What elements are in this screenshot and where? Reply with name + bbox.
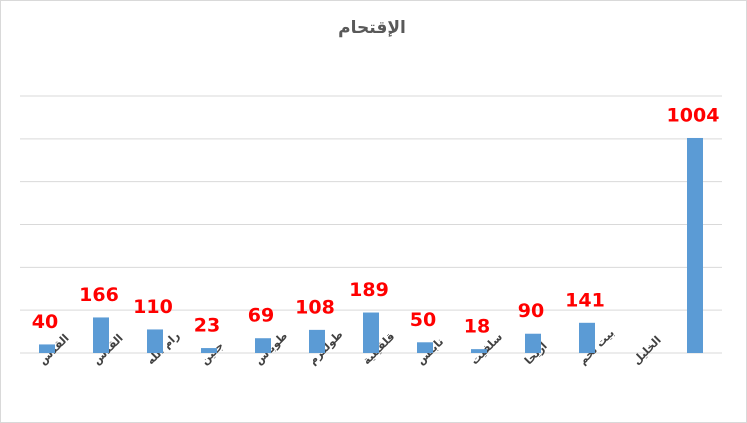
chart-title: الإقتحام xyxy=(338,18,406,38)
bar xyxy=(471,349,487,353)
bar xyxy=(687,137,703,353)
bar xyxy=(579,322,595,353)
data-label: 18 xyxy=(464,316,490,338)
data-label: 69 xyxy=(248,305,274,327)
data-label: 166 xyxy=(79,284,119,306)
bar xyxy=(201,348,217,353)
bar xyxy=(147,329,163,353)
data-label: 141 xyxy=(565,289,605,311)
data-label: 110 xyxy=(133,296,173,318)
data-label: 90 xyxy=(518,300,544,322)
bar xyxy=(417,342,433,353)
bar xyxy=(93,317,109,353)
data-label: 50 xyxy=(410,309,436,331)
data-label: 23 xyxy=(194,315,220,337)
bar xyxy=(363,312,379,353)
bar xyxy=(525,333,541,353)
data-label: 40 xyxy=(32,311,58,333)
bar xyxy=(309,329,325,353)
data-label: 108 xyxy=(295,296,335,318)
data-label: 1004 xyxy=(667,104,720,126)
bar xyxy=(39,344,55,353)
bar xyxy=(255,338,271,353)
data-label: 189 xyxy=(349,279,389,301)
